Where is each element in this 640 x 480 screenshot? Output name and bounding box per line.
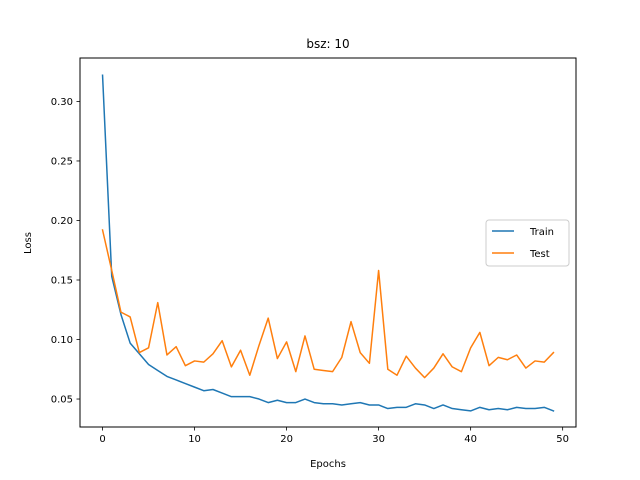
legend: Train Test: [485, 219, 570, 267]
plot-frame: [79, 57, 577, 428]
y-tick-label: 0.05: [51, 395, 73, 406]
legend-box: [485, 219, 570, 267]
x-tick-label: 30: [372, 434, 385, 445]
y-axis-label: Loss: [23, 232, 34, 254]
y-axis: 0.05 0.10 0.15 0.20 0.25 0.30: [51, 97, 80, 406]
x-tick-label: 50: [556, 434, 569, 445]
chart-title: bsz: 10: [306, 37, 349, 51]
y-tick-label: 0.30: [51, 97, 73, 108]
y-tick-label: 0.10: [51, 335, 73, 346]
x-tick-label: 0: [99, 434, 105, 445]
y-tick-label: 0.20: [51, 216, 73, 227]
x-tick-label: 20: [280, 434, 293, 445]
y-tick-label: 0.15: [51, 275, 73, 286]
legend-label-train: Train: [529, 227, 554, 238]
series-line-test: [101, 229, 555, 379]
legend-label-test: Test: [529, 249, 550, 260]
x-tick-label: 40: [464, 434, 477, 445]
x-axis-label: Epochs: [310, 459, 346, 470]
x-tick-label: 10: [188, 434, 201, 445]
plot-series: [101, 74, 555, 412]
x-axis: 0 10 20 30 40 50: [99, 427, 569, 445]
y-tick-label: 0.25: [51, 156, 73, 167]
series-line-train: [101, 74, 555, 412]
